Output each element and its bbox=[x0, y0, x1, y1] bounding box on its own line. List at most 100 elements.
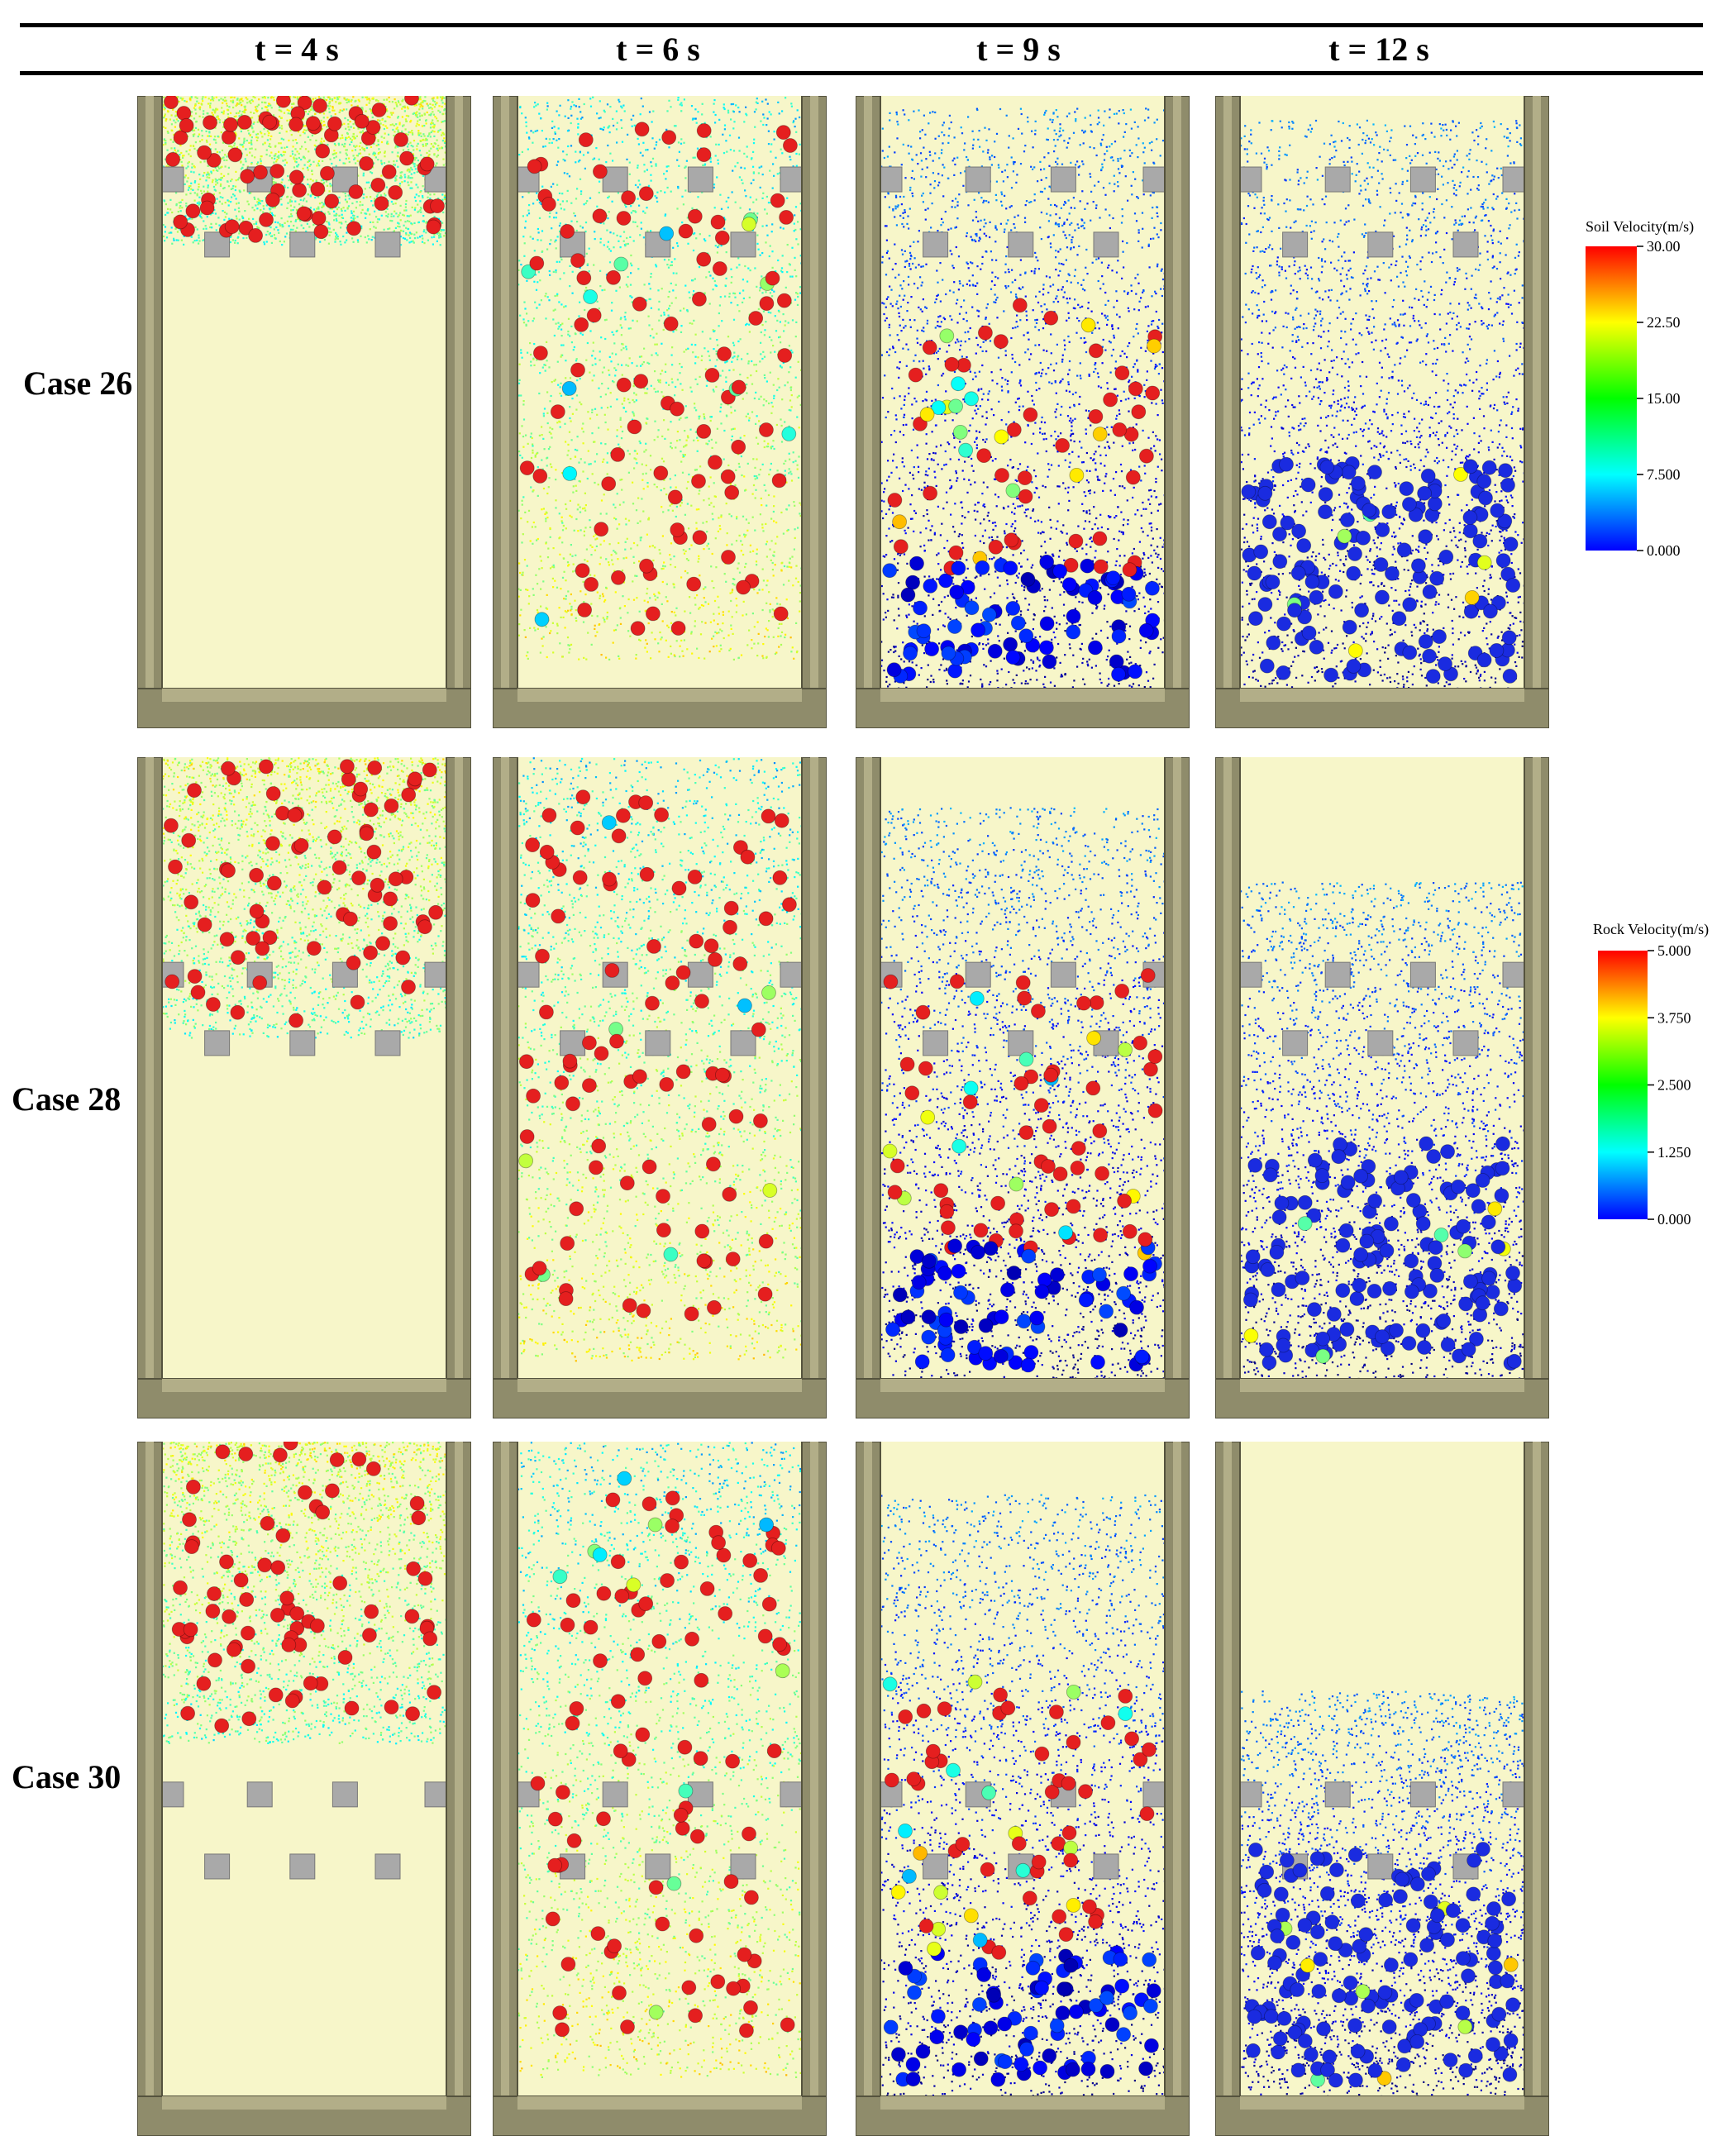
soil-particle bbox=[738, 264, 740, 265]
rock-particle bbox=[200, 201, 214, 215]
soil-particle bbox=[215, 139, 217, 141]
soil-particle bbox=[737, 356, 738, 358]
soil-particle bbox=[673, 272, 675, 274]
soil-particle bbox=[666, 264, 668, 265]
soil-particle bbox=[596, 632, 598, 633]
soil-particle bbox=[744, 189, 746, 191]
soil-particle bbox=[358, 99, 360, 101]
soil-particle bbox=[661, 637, 663, 638]
soil-particle bbox=[165, 140, 166, 141]
soil-particle bbox=[739, 150, 741, 151]
soil-particle bbox=[737, 304, 738, 306]
soil-particle bbox=[620, 318, 622, 320]
column-header-t4: t = 4 s bbox=[173, 30, 421, 69]
soil-particle bbox=[653, 594, 655, 595]
soil-particle bbox=[761, 275, 762, 277]
soil-particle bbox=[741, 655, 742, 656]
soil-particle bbox=[743, 534, 745, 536]
soil-particle bbox=[583, 154, 584, 155]
soil-particle bbox=[340, 103, 341, 104]
soil-particle bbox=[336, 220, 337, 222]
soil-particle bbox=[267, 231, 269, 232]
soil-particle bbox=[384, 128, 385, 130]
soil-particle bbox=[261, 107, 263, 109]
soil-particle bbox=[617, 429, 618, 431]
soil-particle bbox=[631, 297, 632, 298]
soil-particle bbox=[227, 113, 229, 115]
soil-particle bbox=[306, 201, 308, 203]
soil-particle bbox=[704, 622, 706, 624]
soil-particle bbox=[613, 630, 615, 632]
soil-particle bbox=[583, 601, 584, 603]
soil-particle bbox=[519, 614, 521, 616]
soil-particle bbox=[232, 107, 234, 108]
soil-particle bbox=[750, 551, 751, 553]
soil-particle bbox=[264, 133, 265, 135]
soil-particle bbox=[763, 579, 765, 581]
soil-particle bbox=[775, 157, 776, 159]
soil-particle bbox=[790, 386, 792, 388]
soil-particle bbox=[559, 193, 560, 194]
soil-particle bbox=[392, 129, 393, 131]
soil-particle bbox=[416, 125, 417, 126]
soil-particle bbox=[527, 443, 529, 445]
soil-particle bbox=[783, 533, 785, 535]
soil-particle bbox=[615, 290, 617, 292]
soil-particle bbox=[699, 607, 701, 608]
soil-particle bbox=[312, 135, 313, 136]
soil-particle bbox=[617, 558, 618, 560]
soil-particle bbox=[395, 212, 397, 214]
soil-particle bbox=[777, 173, 779, 174]
soil-particle bbox=[773, 637, 775, 638]
soil-particle bbox=[248, 218, 250, 220]
soil-particle bbox=[264, 243, 265, 245]
soil-particle bbox=[385, 215, 387, 217]
soil-particle bbox=[605, 161, 607, 163]
soil-particle bbox=[615, 370, 617, 371]
soil-particle bbox=[635, 222, 637, 223]
soil-particle bbox=[666, 166, 668, 168]
soil-particle bbox=[733, 584, 735, 585]
soil-particle bbox=[770, 372, 771, 374]
soil-particle bbox=[238, 207, 240, 209]
soil-particle bbox=[207, 184, 209, 186]
soil-particle bbox=[308, 169, 309, 170]
soil-particle bbox=[336, 97, 338, 98]
soil-particle bbox=[789, 453, 790, 455]
soil-particle bbox=[242, 237, 244, 239]
soil-particle bbox=[694, 407, 695, 408]
soil-particle bbox=[662, 511, 664, 513]
soil-particle bbox=[547, 422, 549, 424]
soil-particle bbox=[298, 203, 300, 205]
soil-particle bbox=[547, 105, 549, 107]
soil-particle bbox=[625, 365, 627, 366]
soil-particle bbox=[659, 549, 661, 551]
soil-particle bbox=[246, 201, 248, 203]
soil-particle bbox=[775, 330, 777, 331]
soil-particle bbox=[698, 558, 699, 560]
soil-particle bbox=[224, 187, 226, 188]
soil-particle bbox=[251, 117, 253, 118]
soil-particle bbox=[369, 100, 370, 102]
soil-particle bbox=[600, 396, 602, 398]
soil-particle bbox=[370, 108, 371, 110]
soil-particle bbox=[238, 211, 240, 212]
soil-particle bbox=[695, 409, 697, 411]
soil-particle bbox=[408, 143, 409, 145]
soil-particle bbox=[642, 511, 644, 513]
soil-particle bbox=[394, 146, 396, 148]
soil-particle bbox=[770, 463, 772, 465]
soil-particle bbox=[796, 165, 798, 167]
soil-particle bbox=[166, 236, 168, 238]
soil-particle bbox=[620, 236, 622, 237]
soil-particle bbox=[781, 441, 783, 442]
soil-particle bbox=[413, 113, 414, 115]
soil-particle bbox=[198, 188, 199, 190]
soil-particle bbox=[713, 389, 714, 390]
soil-particle bbox=[585, 203, 587, 204]
soil-particle bbox=[644, 212, 646, 214]
soil-particle bbox=[754, 126, 756, 128]
soil-particle bbox=[772, 440, 774, 441]
soil-particle bbox=[397, 152, 398, 154]
soil-particle bbox=[407, 182, 408, 184]
